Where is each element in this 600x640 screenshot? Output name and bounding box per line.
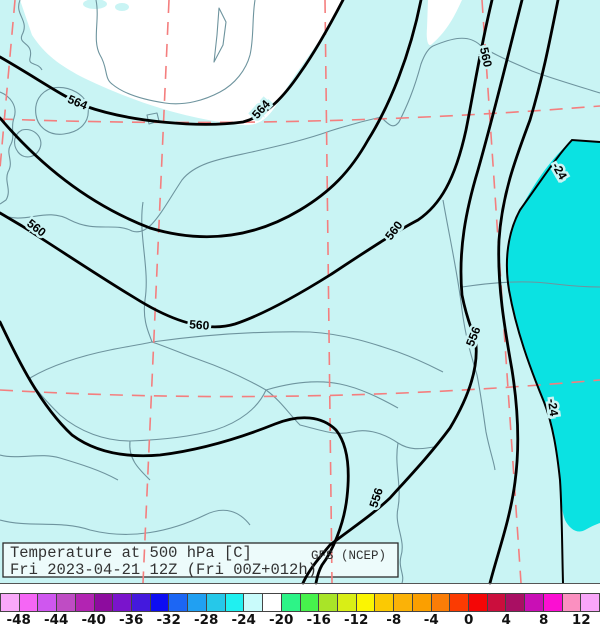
colorbar-segment bbox=[374, 594, 394, 611]
lake-fill bbox=[115, 3, 129, 11]
colorbar-segment bbox=[262, 594, 281, 611]
colorbar-tick-label: -40 bbox=[81, 612, 106, 628]
contour-label: -24 bbox=[545, 398, 561, 417]
contour-564-north bbox=[0, 0, 345, 126]
colorbar-tick-label: -44 bbox=[44, 612, 69, 628]
warm-region-fill-ne bbox=[426, 0, 462, 46]
colorbar-segment bbox=[280, 594, 300, 611]
colorbar-tick-label: -8 bbox=[386, 612, 402, 628]
colorbar-tick-label: 4 bbox=[501, 612, 511, 628]
colorbar-tick-label: -24 bbox=[231, 612, 256, 628]
title-box-text: Temperature at 500 hPa [C] GFS (NCEP) Fr… bbox=[10, 544, 386, 579]
colorbar-segment bbox=[318, 594, 337, 611]
contour-552 bbox=[488, 0, 560, 585]
colorbar-tick-label: -12 bbox=[344, 612, 369, 628]
colorbar-segment bbox=[74, 594, 94, 611]
colorbar-tick-label: -4 bbox=[423, 612, 439, 628]
cold-region-fill bbox=[506, 140, 600, 532]
colorbar-segment bbox=[93, 594, 113, 611]
colorbar-tick-label: -36 bbox=[119, 612, 144, 628]
colorbar-segment bbox=[168, 594, 188, 611]
colorbar-tick-label: -20 bbox=[269, 612, 294, 628]
colorbar-segment bbox=[355, 594, 375, 611]
lake-fill bbox=[83, 0, 107, 9]
colorbar-segment bbox=[505, 594, 525, 611]
colorbar-segment bbox=[542, 594, 562, 611]
colorbar-segment bbox=[205, 594, 225, 611]
colorbar-segment bbox=[393, 594, 412, 611]
colorbar-segment bbox=[299, 594, 319, 611]
colorbar-segment bbox=[336, 594, 356, 611]
colorbar-segment bbox=[580, 594, 599, 611]
colorbar-tick-label: -28 bbox=[194, 612, 219, 628]
colorbar-segment bbox=[449, 594, 468, 611]
colorbar-segment bbox=[131, 594, 150, 611]
colorbar-tick-label: -48 bbox=[6, 612, 31, 628]
title-line1: Temperature at 500 hPa [C] bbox=[10, 544, 252, 562]
colorbar-segment bbox=[37, 594, 57, 611]
colorbar-segment bbox=[243, 594, 263, 611]
coastlines-and-borders bbox=[0, 0, 600, 584]
colorbar-tick-label: 0 bbox=[464, 612, 474, 628]
isotherm-minus24 bbox=[505, 138, 600, 584]
colorbar-segment bbox=[430, 594, 450, 611]
latlon-grid bbox=[0, 0, 600, 584]
model-source-label: GFS (NCEP) bbox=[311, 549, 386, 563]
colorbar-tick-label: 8 bbox=[539, 612, 549, 628]
colorbar-segment bbox=[18, 594, 38, 611]
geopotential-contours bbox=[0, 0, 560, 585]
colorbar-segment bbox=[149, 594, 169, 611]
colorbar-tick-label: -32 bbox=[156, 612, 181, 628]
colorbar-segment bbox=[561, 594, 581, 611]
contour-560-main bbox=[0, 0, 494, 329]
colorbar-segment bbox=[467, 594, 487, 611]
contour-560-west bbox=[0, 0, 423, 239]
colorbar-segment bbox=[1, 594, 19, 611]
colorbar-tick-label: 12 bbox=[571, 612, 591, 628]
temperature-colorbar bbox=[0, 593, 600, 612]
title-line2: Fri 2023-04-21 12Z (Fri 00Z+012h) bbox=[10, 561, 317, 579]
colorbar-segment bbox=[112, 594, 132, 611]
colorbar-segment bbox=[56, 594, 75, 611]
colorbar-tick-label: -16 bbox=[306, 612, 331, 628]
colorbar-segment bbox=[187, 594, 206, 611]
contour-556 bbox=[301, 0, 524, 585]
colorbar-segment bbox=[524, 594, 543, 611]
contour-label: 560 bbox=[189, 317, 210, 332]
warm-region-fill bbox=[20, 0, 343, 126]
colorbar-tick-labels: -48 -44 -40 -36 -32 -28 -24 -20 -16 -12 -8 -4 0 4 8 12 bbox=[0, 612, 600, 632]
colorbar-segment bbox=[411, 594, 431, 611]
colorbar-segment bbox=[486, 594, 506, 611]
contour-564-south bbox=[0, 320, 350, 585]
colorbar-segment bbox=[224, 594, 244, 611]
